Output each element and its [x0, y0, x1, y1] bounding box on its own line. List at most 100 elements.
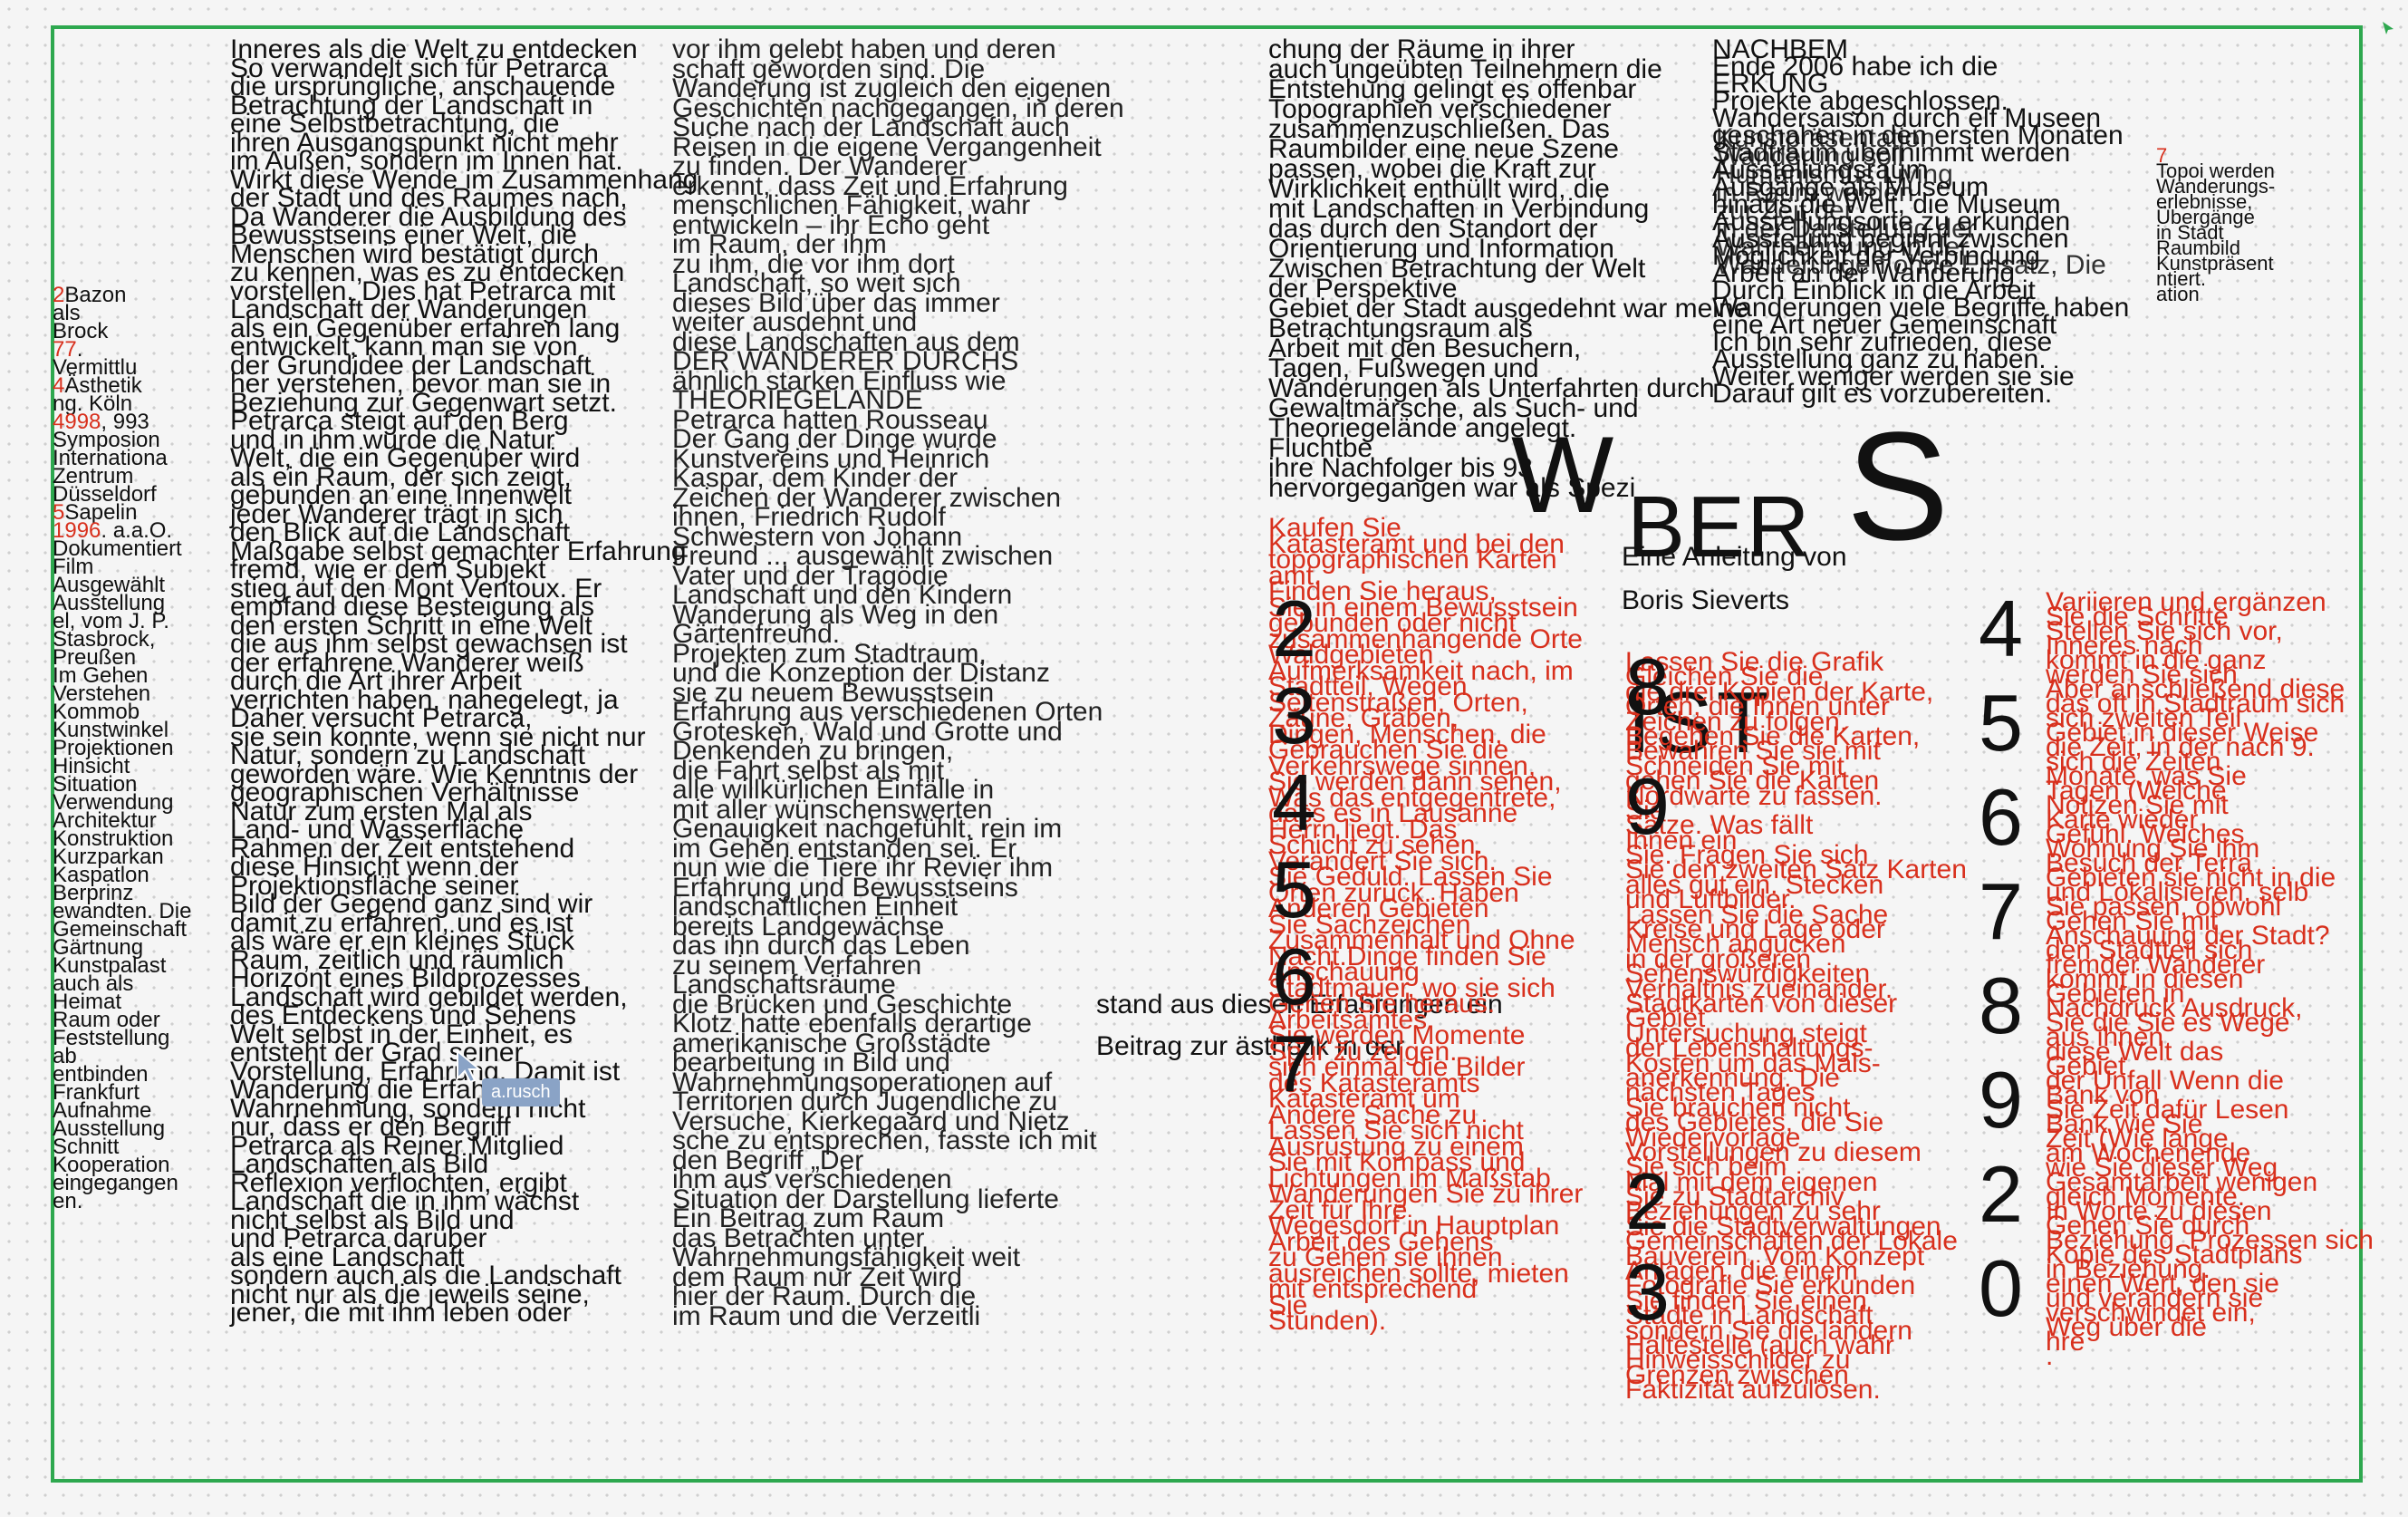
- text-line: Der Gang der Dinge wurde: [672, 424, 997, 454]
- stray-text-block[interactable]: stand aus diesen Erfahrungen ein Beitrag …: [1096, 990, 1503, 1073]
- selection-handle-icon[interactable]: [2381, 20, 2397, 36]
- title-letter-s[interactable]: S: [1846, 401, 1950, 573]
- text-line: Anschauung der Stadt?: [2046, 921, 2330, 951]
- text-column-1[interactable]: Inneres als die Welt zu entdecken So verw…: [230, 34, 698, 1328]
- text-line: Gebieten sie nicht in die: [2046, 863, 2336, 893]
- text-line: Aufnahme: [53, 1098, 152, 1123]
- text-line: den ersten Schritt in eine Welt: [230, 610, 592, 641]
- text-line: Arbeit mit den Besuchern,: [1268, 333, 1582, 363]
- text-line: verrichten haben, nahegelegt, ja: [230, 684, 619, 715]
- step-number: 9: [1979, 1055, 2023, 1145]
- text-line: Zwischen Betrachtung der Welt: [1268, 254, 1646, 284]
- text-column-2[interactable]: vor ihm gelebt haben und deren schaft gew…: [672, 34, 1124, 1331]
- text-line: nur, dass er den Begriff: [230, 1112, 511, 1142]
- text-line: 4998, 993: [53, 410, 149, 434]
- text-line: Gefühl. Welches: [2046, 819, 2245, 849]
- text-line: dem Raum nur Zeit wird: [672, 1261, 963, 1292]
- text-line: Stunden).: [1268, 1306, 1387, 1336]
- text-line: sie zu neuem Bewusstsein: [672, 677, 995, 708]
- step-number: 5: [1979, 678, 2023, 768]
- text-line: 5Sapelin: [53, 500, 138, 525]
- text-line: zu kennen, was es zu entdecken: [230, 257, 625, 287]
- text-line: Aber anschließend diese: [2046, 674, 2345, 704]
- text-line: gleich Momente.: [2046, 1182, 2246, 1212]
- title-ber[interactable]: BER: [1627, 478, 1812, 575]
- text-line: Architektur: [53, 808, 157, 833]
- text-line: Kunstpalast: [53, 953, 167, 978]
- text-line: Variieren und ergänzen: [2046, 587, 2326, 617]
- text-line: DER WANDERER DURCHS: [672, 346, 1019, 376]
- text-line: den Blick auf die Landschaft: [230, 517, 571, 547]
- text-line: Feststellung: [53, 1026, 170, 1050]
- title-letter-w[interactable]: W: [1511, 414, 1614, 536]
- text-line: nicht nur als die jeweils seine,: [230, 1279, 590, 1309]
- text-line: der Grundidee der Landschaft: [230, 350, 592, 381]
- text-line: Lassen Sie sich nicht: [1268, 1116, 1524, 1145]
- text-line: vor ihm gelebt haben und deren: [672, 34, 1056, 64]
- text-line: Sie Zeit dafür Lesen: [2046, 1095, 2289, 1125]
- text-line: sondern auch als die Landschaft: [230, 1261, 621, 1290]
- text-line: Sie brauchen nicht: [1625, 1092, 1851, 1123]
- step-number: 9: [1625, 761, 1670, 851]
- text-line: sondern Sie die ländern: [1625, 1315, 1912, 1346]
- text-line: Zeichen zu folgen.: [1625, 706, 1848, 737]
- text-line: en.: [53, 1189, 83, 1213]
- text-line: Sie finden Sie einen: [1625, 1285, 1867, 1316]
- text-line: Kunstwinkel: [53, 718, 169, 742]
- text-line: Frankfurt: [53, 1080, 140, 1105]
- title-ist[interactable]: IST: [1627, 674, 1774, 771]
- text-line: NACHBEM: [1712, 34, 1849, 64]
- text-line: mit aller wünschenswerten: [672, 794, 993, 825]
- text-line: gehen Sie die Karten: [1625, 766, 1880, 797]
- text-line: alle willkürlichen Einfälle in: [672, 775, 995, 805]
- text-column-3[interactable]: chung der Räume in ihrer auch ungeübten T…: [1268, 34, 1748, 503]
- text-line: zu ihm, die vor ihm dort: [672, 248, 955, 279]
- text-line: Schnitt: [53, 1135, 120, 1159]
- text-line: als: [53, 301, 81, 325]
- text-line: Faktizität aufzulösen.: [1625, 1375, 1881, 1406]
- text-line: Haltestelle (auch wahr: [1625, 1329, 1894, 1360]
- text-line: Wanderung ist zugleich den eigenen: [672, 73, 1112, 103]
- text-line: dieses Bild über das immer: [672, 287, 1000, 318]
- text-line: Ausgewählt: [53, 573, 166, 597]
- step-number: 8: [1625, 642, 1670, 731]
- text-line: Genauigkeit nachgefühlt, rein im: [672, 814, 1063, 844]
- text-line: die ursprüngliche, anschauende: [230, 72, 616, 101]
- text-line: Landschaften als Bild: [230, 1149, 489, 1179]
- text-line: ausreichen sollte, mieten: [1268, 1258, 1569, 1289]
- text-line: Betrachtung der Landschaft in: [230, 90, 593, 121]
- text-line: Tagen, Fußwegen und: [1268, 353, 1539, 383]
- author-intro: Eine Anleitung von: [1622, 542, 1847, 572]
- text-line: Grenzen zwischen: [1625, 1359, 1849, 1390]
- text-line: Reisen in die eigene Vergangenheit: [672, 131, 1102, 162]
- instruction-column-3[interactable]: Variieren und ergänzen Sie die Schritte St…: [2046, 587, 2374, 1371]
- artboard-frame[interactable]: [51, 25, 2363, 1483]
- text-line: Berprinz: [53, 881, 134, 905]
- text-line: mit Landschaften in Verbindung: [1268, 194, 1650, 224]
- text-line: Kosten um das Mals-: [1625, 1048, 1881, 1078]
- step-number: 5: [1272, 845, 1316, 934]
- text-line: Landschaft, so weit sich: [672, 268, 961, 298]
- instruction-column-1[interactable]: Kaufen Sie Katasteramt und bei den topogra…: [1268, 513, 1584, 1336]
- text-line: Wanderungen Sie zu ihrer: [1268, 1179, 1584, 1209]
- instruction-column-2[interactable]: Lassen Sie die Grafik Gleichen Sie die die…: [1625, 647, 1967, 1406]
- text-line: Freund ... ausgewählt zwischen: [672, 541, 1054, 571]
- text-line: Preußen: [53, 645, 137, 670]
- text-line: Wahrnehmung, sondern nicht: [230, 1093, 586, 1124]
- text-line: Begehen Sie die Karten,: [1625, 720, 1921, 751]
- text-line: Städte in Landschaft: [1625, 1300, 1873, 1331]
- text-line: Projekten zum Stadtraum,: [672, 638, 987, 669]
- side-notes-column: 2Bazon als Brock 77. Vermittlu 4Ästhetik ng. K…: [53, 285, 191, 1213]
- text-line: zu seinem Verfahren: [672, 950, 922, 981]
- text-line: zu Gehen sie ihnen: [1268, 1242, 1503, 1272]
- text-line: die Zeit, in der nach 9.: [2046, 732, 2315, 762]
- step-number: 0: [1979, 1243, 2023, 1333]
- step-number: 3: [1272, 671, 1316, 760]
- step-number: 2: [1979, 1149, 2023, 1239]
- text-column-4[interactable]: NACHBEM Ende 2006 habe ich die ERKUNG Proje…: [1712, 34, 2129, 409]
- text-line: Symposion: [53, 428, 160, 452]
- text-line: eine Selbstbetrachtung, die: [230, 109, 560, 139]
- text-line: Ende 2006 habe ich die: [1712, 52, 1999, 82]
- text-line: Petrarca hatten Rousseau: [672, 404, 988, 435]
- text-line: einen Wert, den sie: [2046, 1269, 2279, 1299]
